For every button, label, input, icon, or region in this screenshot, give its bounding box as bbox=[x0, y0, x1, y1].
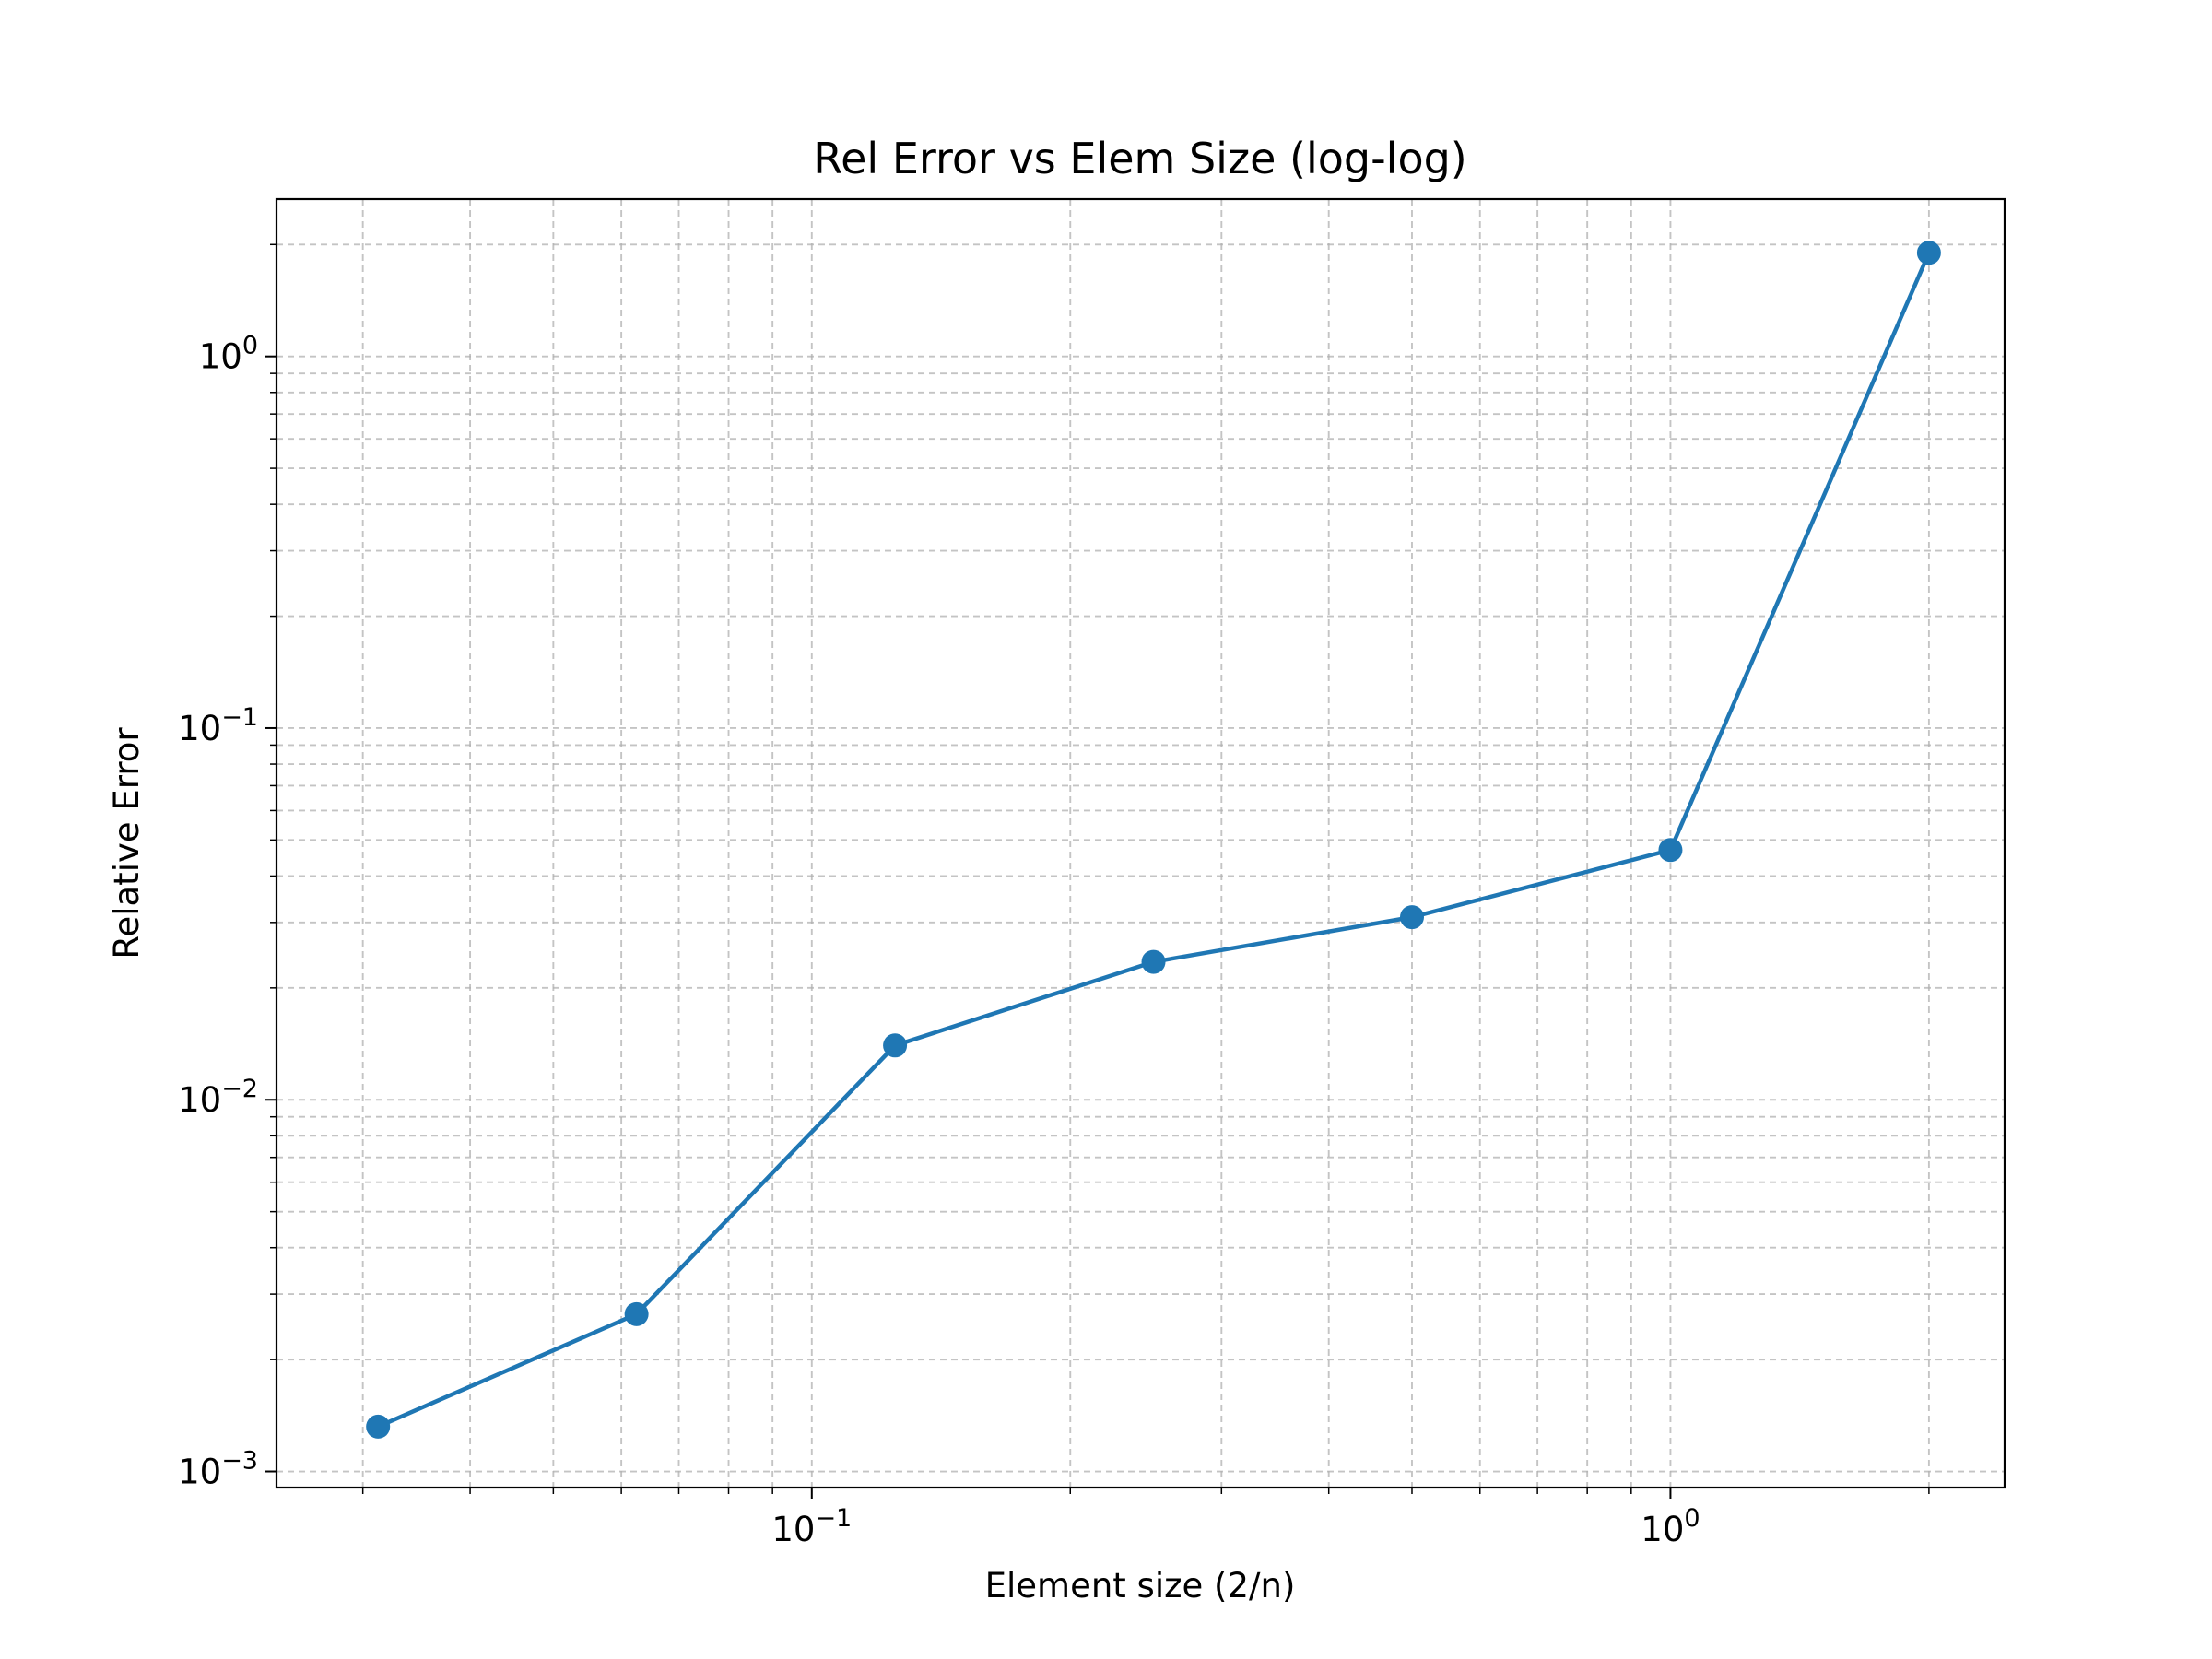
x-tick-label: 100 bbox=[1641, 1504, 1700, 1549]
y-axis-label: Relative Error bbox=[107, 727, 147, 959]
data-point bbox=[1399, 905, 1424, 930]
data-point bbox=[1141, 949, 1166, 974]
y-tick-label: 100 bbox=[199, 332, 258, 377]
data-point bbox=[1916, 241, 1941, 265]
y-tick-label: 10−3 bbox=[178, 1447, 258, 1492]
data-point bbox=[624, 1301, 649, 1326]
ticks: 10−1 100 10−3 10−2 10−1 100 bbox=[178, 243, 1930, 1549]
plot-frame bbox=[275, 197, 2006, 1489]
series bbox=[366, 241, 1941, 1439]
data-point bbox=[1658, 838, 1683, 863]
data-point bbox=[366, 1414, 391, 1439]
y-tick-label: 10−1 bbox=[178, 703, 258, 748]
x-axis-label: Element size (2/n) bbox=[985, 1566, 1296, 1606]
x-tick-label: 10−1 bbox=[771, 1504, 852, 1549]
data-point bbox=[883, 1033, 908, 1058]
y-tick-label: 10−2 bbox=[178, 1075, 258, 1120]
grid bbox=[276, 199, 2005, 1488]
chart-title: Rel Error vs Elem Size (log-log) bbox=[813, 134, 1467, 183]
